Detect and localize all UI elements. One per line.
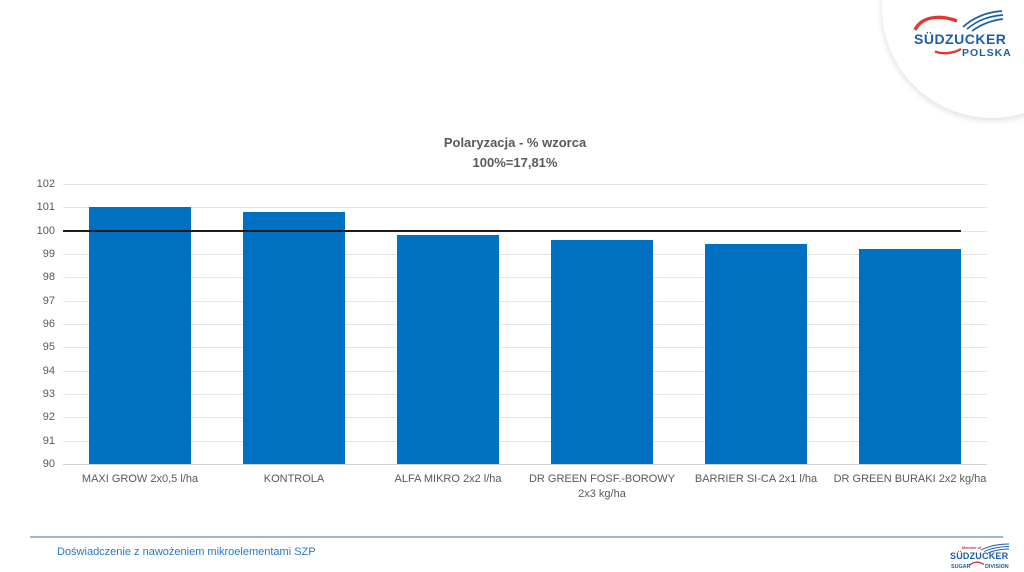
bar [88, 207, 192, 464]
y-tick-label: 99 [42, 248, 55, 260]
bar [550, 240, 654, 464]
chart-title-block: Polaryzacja - % wzorca 100%=17,81% [55, 133, 975, 173]
bar [242, 212, 346, 464]
reference-line-100-percent [63, 229, 962, 232]
y-tick-label: 94 [42, 364, 55, 377]
x-tick-label: KONTROLA [263, 473, 325, 485]
logo-brand-text: SÜDZUCKER [914, 31, 1006, 47]
x-tick-label: MAXI GROW 2x0,5 l/ha [81, 473, 199, 485]
swoosh-icon [980, 543, 1010, 554]
red-arc-icon [968, 561, 985, 567]
gridline [63, 184, 987, 185]
y-tick-label: 93 [42, 388, 55, 400]
gridline [63, 324, 987, 325]
gridline [63, 440, 987, 442]
y-tick-label: 96 [42, 318, 55, 330]
gridline [63, 417, 987, 419]
gridline [63, 277, 987, 279]
y-tick-label: 101 [36, 201, 55, 214]
footer-caption: Doświadczenie z nawożeniem mikroelementa… [57, 546, 316, 558]
y-tick-label: 95 [42, 341, 55, 354]
gridline [63, 370, 987, 372]
logo-country-text: POLSKA [962, 47, 1012, 59]
y-tick-label: 92 [42, 411, 55, 424]
x-tick-label: ALFA MIKRO 2x2 l/ha [394, 473, 502, 485]
y-tick-label: 90 [42, 458, 55, 470]
gridline [63, 394, 987, 395]
y-tick-label: 91 [42, 434, 55, 447]
y-tick-label: 98 [42, 271, 55, 284]
x-tick-label: DR GREEN FOSF.-BOROWY 2x3 kg/ha [528, 473, 676, 500]
plot-area [63, 184, 987, 465]
y-tick-label: 100 [36, 224, 55, 237]
chart-title: Polaryzacja - % wzorca [443, 135, 587, 150]
y-tick-label: 97 [42, 294, 55, 307]
gridline [63, 254, 987, 255]
gridline [63, 207, 987, 209]
bar [704, 243, 808, 464]
division-left-text: SUGAR [951, 564, 971, 570]
division-right-text: DIVISION [985, 564, 1009, 570]
gridline [63, 347, 987, 349]
bar [858, 249, 962, 464]
x-tick-label: DR GREEN BURAKI 2x2 kg/ha [833, 473, 987, 485]
member-of-text: Member of [962, 546, 982, 550]
y-tick-label: 102 [36, 178, 55, 190]
x-axis: MAXI GROW 2x0,5 l/ha KONTROLA ALFA MIKRO 2… [63, 464, 987, 512]
swoosh-icon [962, 10, 1004, 32]
gridline [63, 300, 987, 302]
x-tick-label: BARRIER SI-CA 2x1 l/ha [694, 473, 818, 485]
red-arc-top [913, 15, 958, 31]
sudzucker-sugar-division-logo: Member of SÜDZUCKER SUGAR DIVISION [950, 543, 1010, 570]
red-arc-bottom [934, 47, 962, 55]
sudzucker-polska-logo: SÜDZUCKER POLSKA [913, 10, 1012, 59]
bar [396, 235, 500, 464]
footer-divider [30, 536, 1003, 538]
logo-brand-text: SÜDZUCKER [950, 551, 1009, 561]
chart-subtitle: 100%=17,81% [472, 155, 558, 170]
